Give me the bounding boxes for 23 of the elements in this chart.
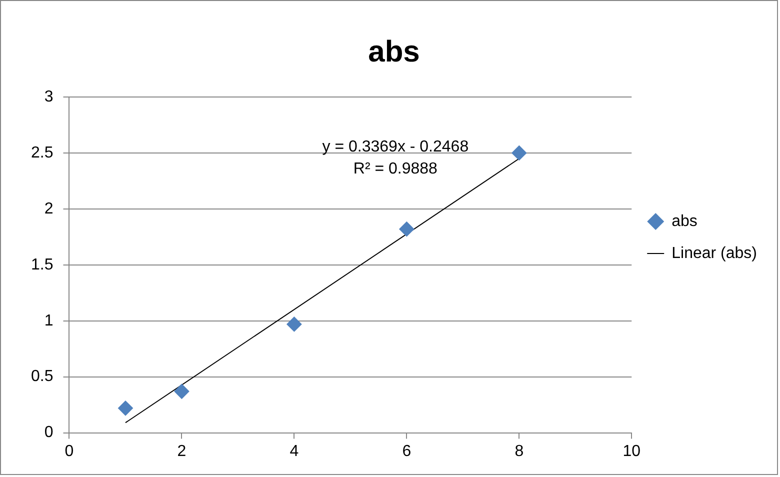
- y-tick-label: 0.5: [30, 368, 54, 386]
- legend-label: Linear (abs): [672, 244, 757, 262]
- annotation: y = 0.3369x - 0.2468: [322, 138, 469, 156]
- x-tick-label: 10: [622, 442, 641, 460]
- y-tick-label: 0: [44, 424, 54, 442]
- y-tick-label: 3: [44, 88, 54, 106]
- x-tick-label: 4: [290, 442, 299, 460]
- chart-title: abs: [368, 35, 420, 68]
- y-tick-label: 1: [44, 312, 54, 330]
- legend-label: abs: [672, 212, 698, 230]
- x-tick-label: 8: [514, 442, 524, 460]
- annotation: R² = 0.9888: [353, 160, 438, 178]
- y-tick-label: 1.5: [30, 256, 54, 274]
- point: [174, 384, 190, 399]
- point: [512, 145, 527, 160]
- y-tick-label: 2: [44, 200, 54, 218]
- y-tick-label: 2.5: [30, 144, 54, 162]
- x-tick-label: 6: [402, 442, 412, 460]
- x-tick-label: 2: [177, 442, 186, 460]
- point: [118, 400, 133, 416]
- point: [286, 316, 302, 332]
- point: [399, 222, 414, 237]
- x-tick-label: 0: [64, 442, 74, 460]
